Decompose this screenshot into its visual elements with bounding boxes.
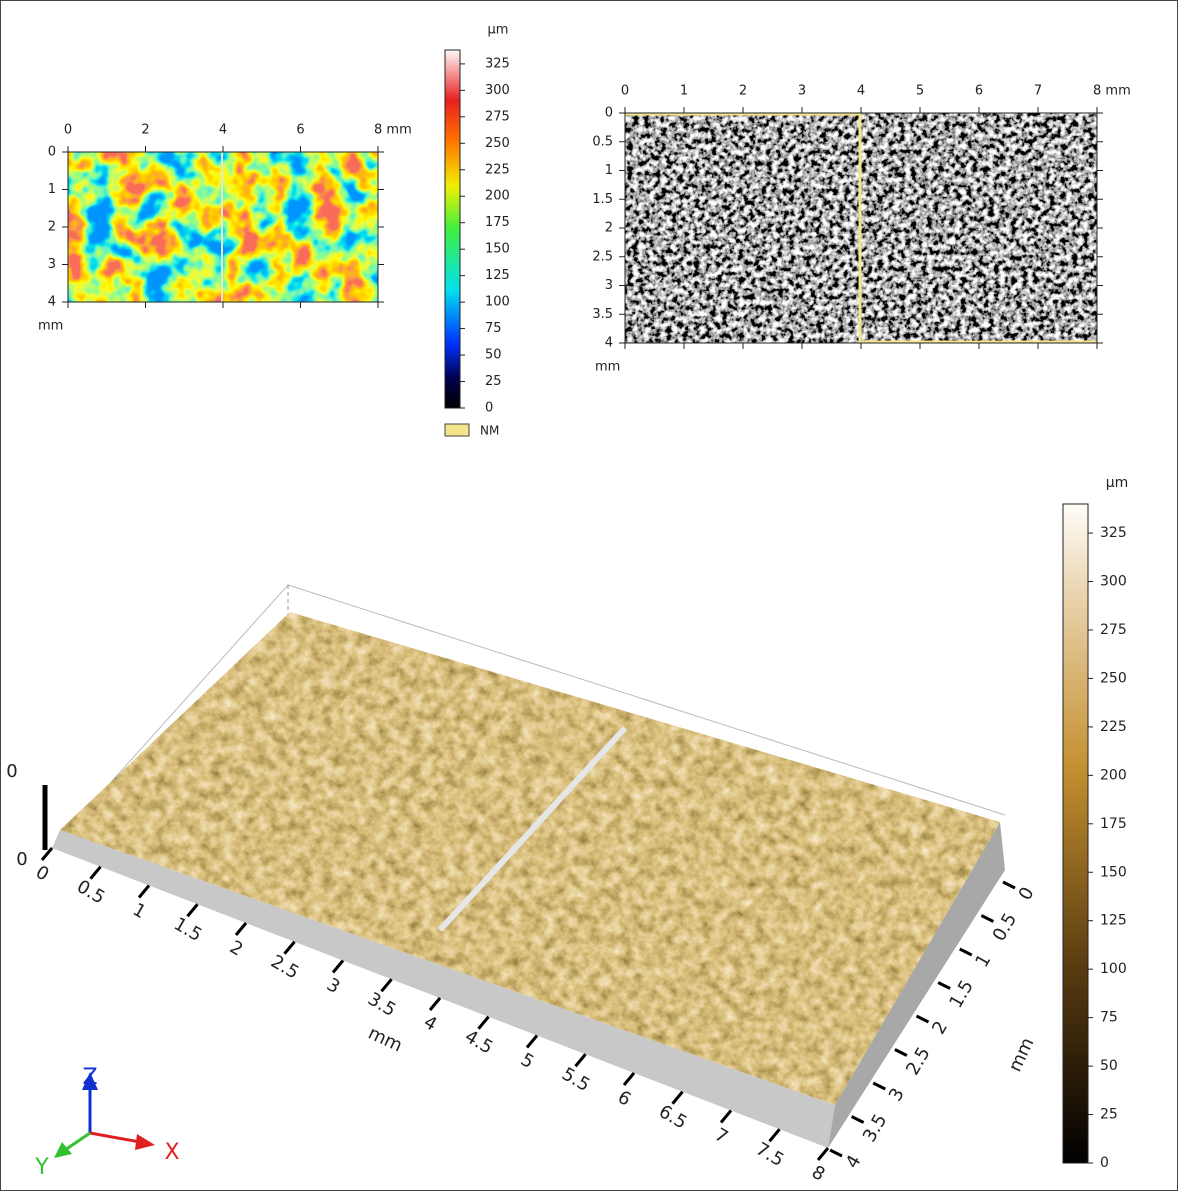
page: {"chart_data":[ {"type":"heatmap","xlim"…	[0, 0, 1178, 1191]
colorbar-tick-label: 250	[1100, 670, 1127, 686]
legend-swatch	[445, 424, 469, 436]
x-tick-label: 4	[219, 123, 227, 138]
triad-label: Z	[82, 1065, 97, 1090]
colorbar-tick-label: 200	[1100, 767, 1127, 783]
colorbar-tick-label: 175	[485, 215, 510, 230]
legend-label: NM	[480, 424, 499, 438]
colorbar-tick-label: 125	[1100, 913, 1127, 929]
y-tick-label: 2.5	[592, 249, 613, 264]
y-tick-label: 4	[605, 336, 613, 351]
colorbar-title: µm	[488, 23, 509, 38]
y-tick-label: 3	[48, 257, 56, 272]
x-tick-label: 2	[739, 84, 747, 99]
colorbar-tick-label: 150	[1100, 864, 1127, 880]
colorbar-tick-label: 200	[485, 189, 510, 204]
x-tick-label: 8 mm	[374, 123, 412, 138]
colorbar-tick-label: 25	[485, 374, 502, 389]
x-tick-label: 6	[975, 84, 983, 99]
colorbar-tick-label: 100	[485, 295, 510, 310]
x-tick-label: 1	[680, 84, 688, 99]
y-axis-label: mm	[38, 319, 63, 334]
x-tick-label: 0	[64, 123, 72, 138]
y-tick-label: 3.5	[592, 307, 613, 322]
x-tick-label: 2	[141, 123, 149, 138]
x-tick-label: 5	[916, 84, 924, 99]
colorbar-tick-label: 0	[485, 401, 493, 416]
y-tick-label: 1.5	[592, 192, 613, 207]
y-tick-label: 2	[605, 221, 613, 236]
colorbar	[1063, 504, 1088, 1163]
y-tick-label: 0.5	[592, 134, 613, 149]
x-tick-label: 7	[1034, 84, 1042, 99]
x-tick-label: 4	[857, 84, 865, 99]
colorbar-tick-label: 125	[485, 268, 510, 283]
z-tick-label: 0	[16, 849, 27, 870]
y-tick-label: 4	[48, 295, 56, 310]
colorbar-tick-label: 300	[485, 83, 510, 98]
colorbar-tick-label: 25	[1100, 1107, 1118, 1123]
y-tick-label: 1	[605, 163, 613, 178]
z-tick-label: 0	[6, 761, 17, 782]
x-tick-label: 8 mm	[1093, 84, 1131, 99]
y-tick-label: 2	[48, 220, 56, 235]
colorbar-tick-label: 275	[1100, 622, 1127, 638]
colorbar-tick-label: 250	[485, 136, 510, 151]
colorbar-tick-label: 175	[1100, 816, 1127, 832]
triad-label: Y	[34, 1155, 49, 1180]
y-axis-label: mm	[595, 360, 620, 375]
y-tick-label: 0	[605, 106, 613, 121]
colorbar-tick-label: 0	[1100, 1155, 1109, 1171]
colorbar-tick-label: 325	[1100, 525, 1127, 541]
colorbar-tick-label: 275	[485, 109, 510, 124]
colorbar-tick-label: 225	[485, 162, 510, 177]
y-tick-label: 0	[48, 145, 56, 160]
colorbar	[445, 50, 460, 408]
y-tick-label: 3	[605, 278, 613, 293]
colorbar-tick-label: 150	[485, 242, 510, 257]
x-tick-label: 3	[798, 84, 806, 99]
y-tick-label: 1	[48, 182, 56, 197]
colorbar-tick-label: 325	[485, 56, 510, 71]
x-tick-label: 6	[296, 123, 304, 138]
x-tick-label: 0	[621, 84, 629, 99]
colorbar-tick-label: 50	[1100, 1058, 1118, 1074]
triad-label: X	[164, 1140, 179, 1165]
screen: 02468 mm01234mmµm02550751001251501752002…	[0, 0, 1178, 1191]
colorbar-tick-label: 225	[1100, 719, 1127, 735]
colorbar-tick-label: 300	[1100, 574, 1127, 590]
colorbar-tick-label: 75	[485, 321, 502, 336]
colorbar-title: µm	[1106, 475, 1129, 491]
colorbar-tick-label: 100	[1100, 961, 1127, 977]
colorbar-tick-label: 75	[1100, 1010, 1118, 1026]
colorbar-tick-label: 50	[485, 348, 502, 363]
